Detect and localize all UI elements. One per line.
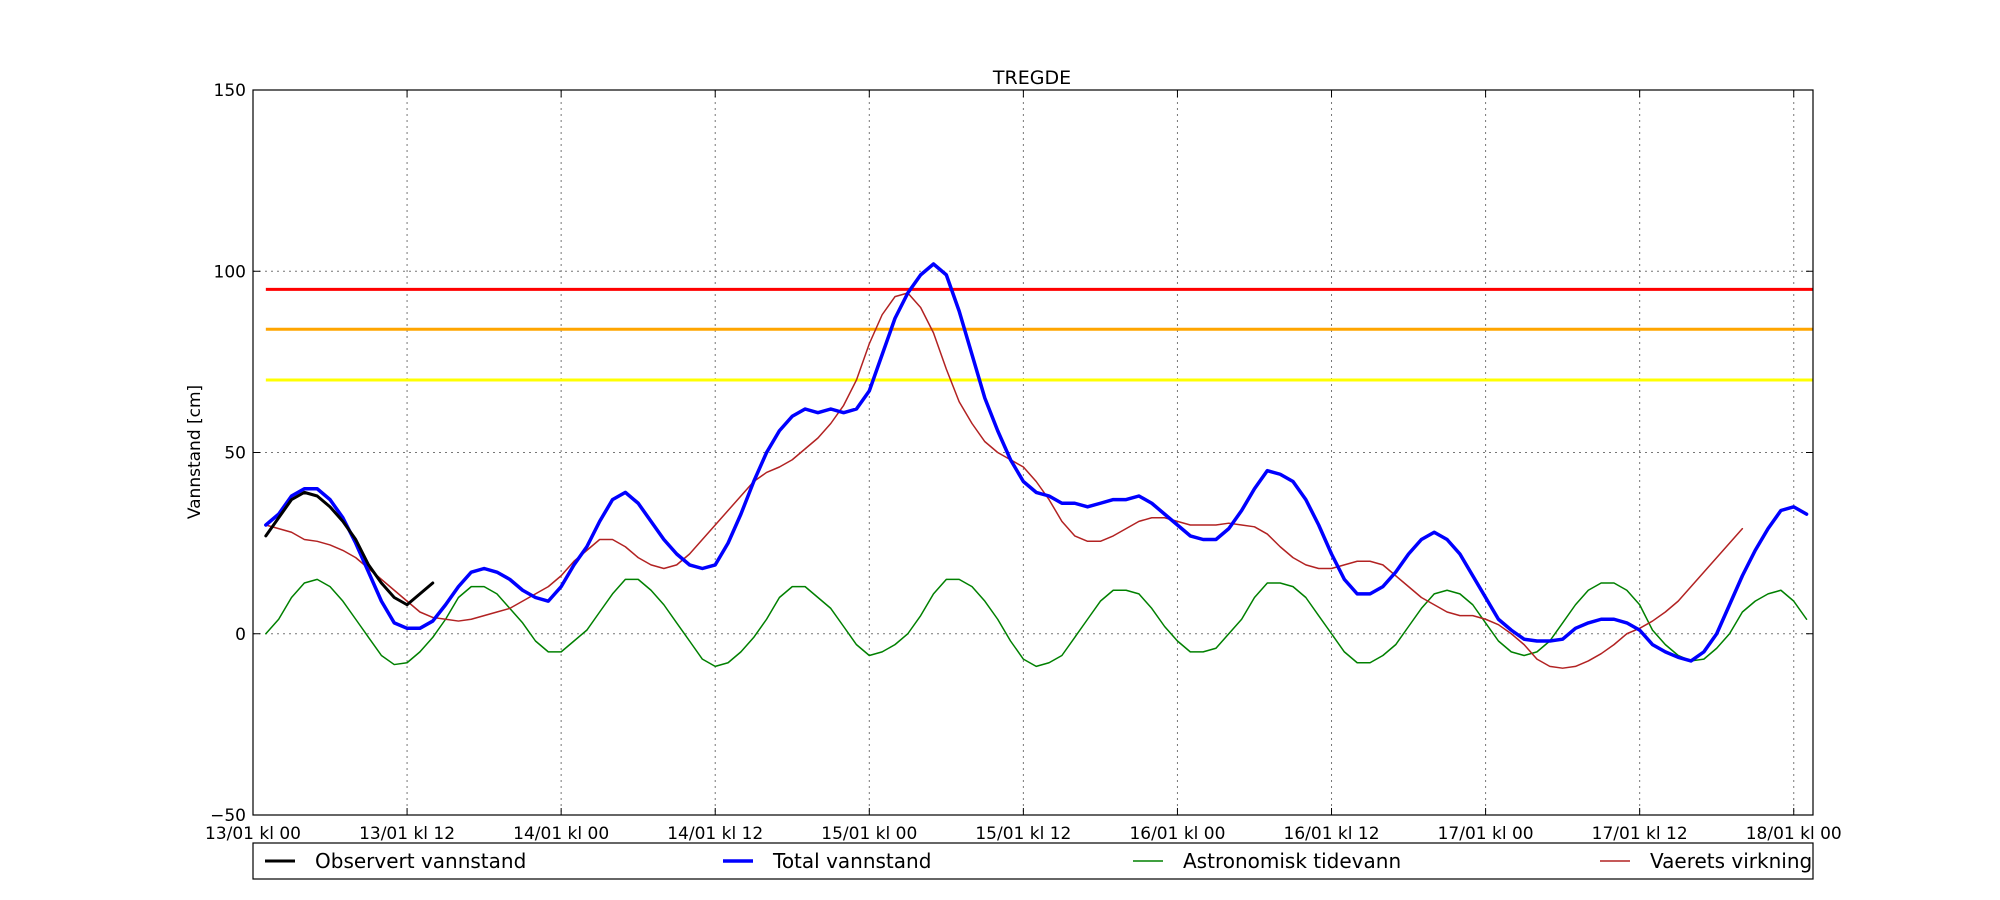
legend-label: Total vannstand <box>772 849 931 873</box>
x-tick-label: 13/01 kl 12 <box>359 824 455 844</box>
series-line-total-vannstand <box>264 262 1809 663</box>
y-tick-label: 0 <box>235 625 246 645</box>
x-tick-label: 17/01 kl 12 <box>1592 824 1688 844</box>
x-tick-label: 16/01 kl 12 <box>1284 824 1380 844</box>
x-tick-label: 15/01 kl 12 <box>975 824 1071 844</box>
series-line-vaerets-virkning <box>265 292 1744 669</box>
series-line-observert-vannstand <box>264 490 435 607</box>
grid-lines <box>253 90 1813 815</box>
x-tick-label: 16/01 kl 00 <box>1129 824 1225 844</box>
series-lines <box>264 262 1809 669</box>
legend: Observert vannstand Total vannstand Astron… <box>252 842 1814 880</box>
y-tick-label: −50 <box>210 806 246 826</box>
x-tick-label: 15/01 kl 00 <box>821 824 917 844</box>
chart-title: TREGDE <box>992 67 1071 89</box>
y-tick-label: 50 <box>224 444 246 464</box>
legend-label: Astronomisk tidevann <box>1183 849 1401 873</box>
y-tick-label: 100 <box>214 262 246 282</box>
x-tick-label: 17/01 kl 00 <box>1438 824 1534 844</box>
x-tick-label: 14/01 kl 12 <box>667 824 763 844</box>
x-tick-label: 18/01 kl 00 <box>1746 824 1842 844</box>
x-tick-label: 13/01 kl 00 <box>205 824 301 844</box>
legend-label: Vaerets virkning <box>1650 849 1812 873</box>
legend-frame <box>252 842 1814 880</box>
x-tick-label: 14/01 kl 00 <box>513 824 609 844</box>
y-tick-label: 150 <box>214 81 246 101</box>
legend-label: Observert vannstand <box>315 849 526 873</box>
y-axis-label: Vannstand [cm] <box>185 385 205 519</box>
axis-ticks: −50 0 50 100 150 13/01 kl 00 13/01 kl 12 14/01 … <box>205 81 1842 844</box>
threshold-lines <box>265 287 1813 382</box>
